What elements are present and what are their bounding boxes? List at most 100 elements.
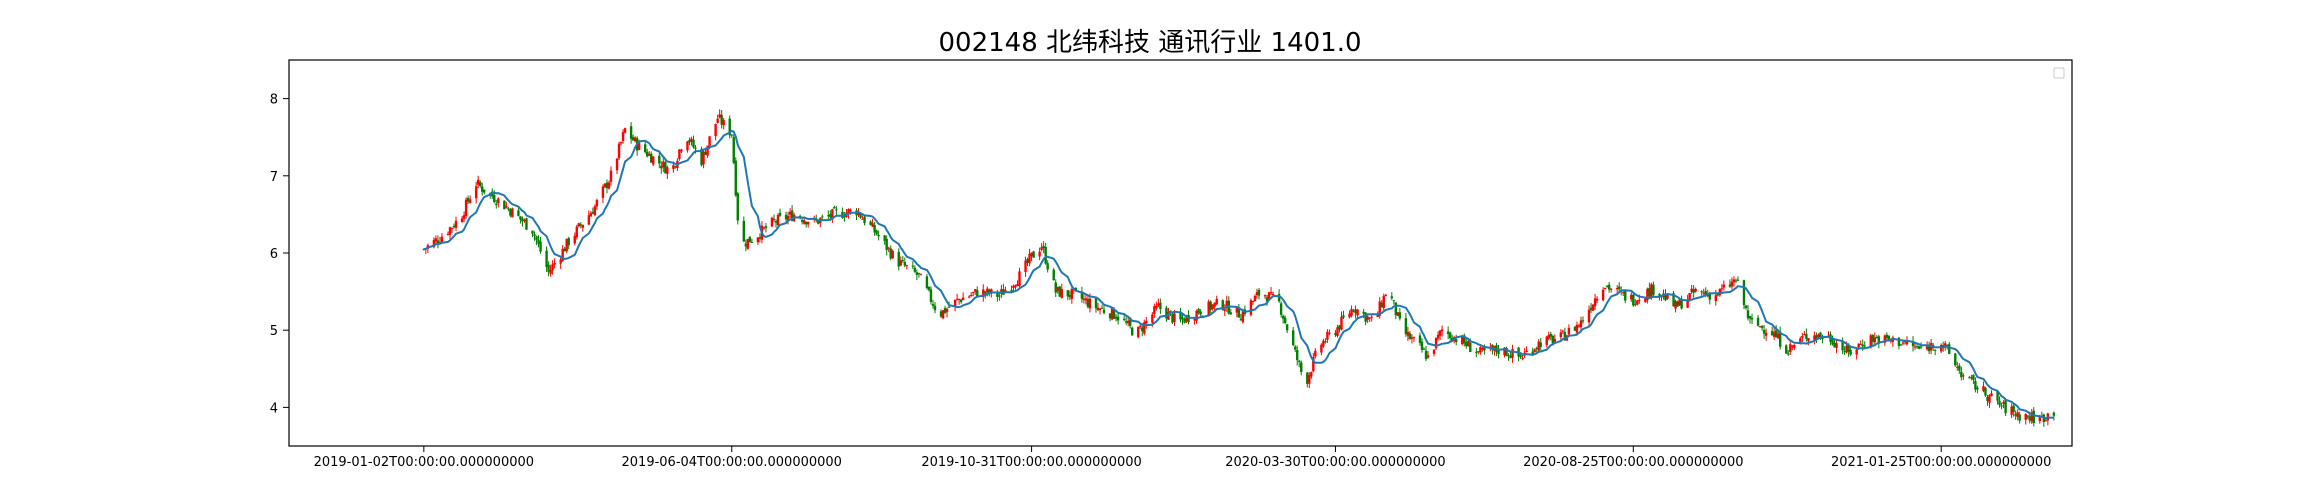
candle-body	[1426, 355, 1430, 358]
candle-body	[648, 153, 651, 156]
candle-body	[1408, 333, 1412, 340]
candle-body	[1678, 299, 1681, 306]
candle-body	[953, 299, 957, 307]
candle-body	[452, 226, 456, 228]
candle-body	[849, 209, 852, 212]
candle-body	[2002, 401, 2005, 404]
candle-body	[1553, 339, 1557, 342]
candle-body	[1392, 300, 1396, 302]
candle-body	[883, 235, 886, 241]
candle-body	[2044, 420, 2048, 422]
candle-body	[1883, 335, 1887, 343]
candle-body	[1889, 340, 1893, 342]
candle-body	[493, 195, 496, 203]
candle-body	[1124, 321, 1128, 323]
candle-body	[1714, 295, 1718, 302]
candle-body	[734, 160, 737, 196]
candle-body	[1209, 301, 1212, 310]
candle-body	[1575, 324, 1579, 333]
candle-body	[871, 223, 874, 227]
candle-body	[692, 139, 695, 148]
candle-body	[1370, 316, 1373, 318]
candle-body	[1716, 293, 1720, 296]
candle-body	[905, 265, 909, 267]
candle-body	[1700, 291, 1703, 293]
candle-body	[1760, 326, 1764, 328]
candle-body	[1283, 317, 1287, 324]
candle-body	[650, 153, 653, 163]
candle-body	[1579, 320, 1583, 328]
candle-body	[617, 143, 621, 159]
candle-body	[1410, 337, 1414, 339]
candle-body	[1481, 348, 1484, 350]
candle-body	[1531, 351, 1534, 355]
candle-body	[843, 216, 846, 218]
candle-body	[1336, 327, 1339, 337]
moving-average-line	[423, 129, 2054, 420]
candle-body	[1503, 347, 1506, 356]
candle-body	[1469, 342, 1472, 352]
candle-body	[2038, 416, 2042, 422]
candle-body	[1340, 316, 1343, 330]
candle-body	[1159, 302, 1162, 310]
candle-body	[746, 238, 750, 249]
candle-body	[662, 161, 665, 168]
candle-body	[967, 296, 971, 298]
candle-body	[615, 158, 619, 171]
candle-body	[1420, 341, 1424, 350]
candle-body	[887, 247, 890, 249]
candle-body	[1112, 308, 1116, 319]
candle-body	[559, 259, 562, 264]
candle-body	[875, 230, 878, 235]
candle-body	[804, 221, 808, 225]
candle-body	[831, 209, 834, 220]
candle-body	[633, 137, 637, 142]
y-axis: 4 5 6 7 8	[270, 93, 289, 416]
candle-body	[800, 219, 804, 222]
candle-body	[982, 289, 985, 297]
candle-body	[1096, 307, 1100, 310]
candle-body	[1589, 307, 1593, 310]
candle-body	[714, 123, 717, 137]
candle-body	[595, 199, 599, 207]
candle-body	[1988, 395, 1991, 403]
candle-body	[1507, 355, 1510, 357]
candle-body	[643, 144, 647, 152]
candle-body	[1221, 300, 1224, 310]
candle-body	[1342, 315, 1345, 318]
candle-body	[889, 248, 892, 259]
candle-body	[897, 251, 900, 267]
candle-body	[704, 151, 707, 155]
candle-body	[776, 215, 780, 226]
candle-body	[1366, 316, 1369, 320]
candle-body	[1012, 285, 1015, 288]
candle-body	[1652, 284, 1655, 295]
candle-body	[1418, 335, 1422, 343]
candle-body	[1207, 301, 1210, 316]
candle-body	[511, 208, 514, 218]
candle-body	[1933, 349, 1937, 351]
candle-body	[1750, 318, 1754, 320]
candle-body	[955, 298, 959, 300]
candle-body	[462, 215, 466, 219]
candle-body	[440, 236, 444, 243]
candle-body	[1465, 342, 1468, 347]
candle-body	[497, 198, 500, 204]
candle-body	[1185, 315, 1188, 322]
candle-body	[1179, 313, 1182, 320]
candle-body	[1211, 304, 1214, 310]
candle-body	[666, 167, 669, 174]
candle-body	[1014, 285, 1017, 288]
candle-body	[1539, 342, 1542, 347]
candle-body	[1026, 259, 1029, 263]
candle-body	[1849, 349, 1852, 355]
candle-body	[565, 238, 568, 252]
candle-body	[1776, 333, 1780, 339]
candle-body	[1396, 312, 1400, 316]
candle-body	[652, 156, 655, 165]
candle-body	[1438, 330, 1442, 336]
candle-body	[1919, 346, 1923, 348]
candle-body	[1199, 311, 1202, 315]
candle-body	[1390, 296, 1394, 299]
